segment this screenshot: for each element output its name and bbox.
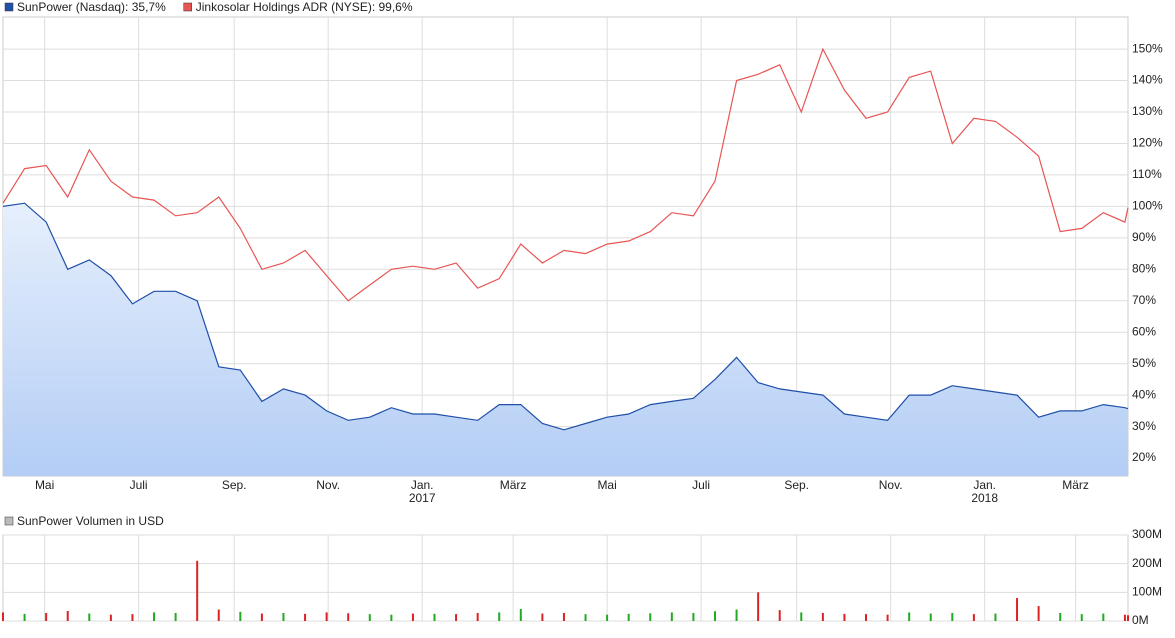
legend-swatch — [4, 2, 14, 12]
legend-label: SunPower Volumen in USD — [17, 514, 164, 528]
volume-bar — [455, 614, 458, 621]
volume-bar — [843, 613, 846, 621]
legend-label: Jinkosolar Holdings ADR (NYSE): 99,6% — [196, 0, 413, 14]
line — [2, 47, 1129, 302]
volume-bar — [1016, 598, 1019, 621]
volume-bar — [606, 614, 609, 621]
y-tick-label: 100% — [1132, 199, 1163, 213]
volume-bar — [390, 614, 393, 621]
volume-bar — [821, 612, 824, 621]
y-tick-label: 300M — [1132, 527, 1162, 541]
volume-bar — [541, 613, 544, 621]
x-tick-label: Juli — [130, 478, 148, 492]
volume-bar — [584, 614, 587, 621]
volume-bar — [153, 612, 156, 621]
volume-bar — [368, 614, 371, 621]
y-tick-label: 120% — [1132, 136, 1163, 150]
volume-bar — [778, 610, 781, 621]
volume-frame — [2, 534, 1129, 622]
y-tick-label: 80% — [1132, 261, 1156, 275]
volume-bar — [692, 612, 695, 621]
y-tick-label: 110% — [1132, 167, 1162, 181]
y-tick-label: 70% — [1132, 293, 1156, 307]
volume-bar — [282, 612, 285, 621]
volume-bar — [217, 609, 220, 621]
volume-bar — [865, 614, 868, 621]
x-tick-label: Mai — [35, 478, 54, 492]
volume-bar — [519, 608, 522, 621]
y-tick-label: 20% — [1132, 450, 1156, 464]
y-tick-label: 60% — [1132, 324, 1156, 338]
y-tick-label: 30% — [1132, 419, 1156, 433]
volume-bar — [2, 612, 4, 621]
line — [2, 202, 1129, 431]
x-tick-label: Sep. — [784, 478, 809, 492]
volume-bar — [304, 613, 307, 621]
x-year-label: 2018 — [971, 491, 998, 505]
x-year-label: 2017 — [409, 491, 436, 505]
x-tick-label: Jan. — [411, 478, 434, 492]
volume-bar — [196, 560, 199, 621]
volume-bar — [800, 612, 803, 621]
x-tick-label: Juli — [692, 478, 710, 492]
y-tick-label: 40% — [1132, 387, 1156, 401]
volume-bar — [433, 613, 436, 621]
volume-bar — [1059, 612, 1062, 621]
volume-bar — [972, 614, 975, 621]
legend-swatch — [4, 516, 14, 526]
volume-bar — [109, 614, 112, 621]
volume-bar — [1123, 614, 1126, 621]
volume-bar — [23, 613, 26, 621]
volume-bar — [347, 613, 350, 621]
y-tick-label: 0M — [1132, 613, 1149, 627]
volume-bar — [713, 611, 716, 621]
volume-bar — [411, 613, 414, 621]
volume-bar — [951, 612, 954, 621]
legend-swatch — [183, 2, 192, 12]
x-tick-label: Nov. — [316, 478, 340, 492]
volume-bar — [1037, 606, 1040, 621]
volume-bar — [1080, 614, 1083, 621]
x-tick-label: März — [500, 478, 527, 492]
volume-bar — [260, 613, 263, 621]
volume-bar — [45, 612, 48, 621]
volume-bar — [325, 612, 328, 621]
y-tick-label: 200M — [1132, 556, 1162, 570]
y-tick-label: 140% — [1132, 73, 1163, 87]
y-tick-label: 90% — [1132, 230, 1156, 244]
volume-bar — [66, 610, 69, 621]
volume-bar — [498, 612, 501, 621]
volume-bar — [908, 612, 911, 621]
volume-bar — [886, 614, 889, 621]
volume-bar — [131, 614, 134, 621]
volume-bar — [735, 609, 738, 621]
volume-bar — [757, 592, 760, 621]
volume-bar — [88, 613, 91, 621]
volume-bar — [1102, 613, 1105, 621]
volume-bar — [627, 613, 630, 621]
volume-bar — [239, 611, 242, 621]
volume-bar — [1127, 615, 1129, 621]
y-tick-label: 100M — [1132, 585, 1162, 599]
volume-bar — [476, 612, 479, 621]
area — [3, 203, 1128, 476]
volume-bar — [649, 613, 652, 621]
volume-bar — [994, 613, 997, 621]
x-tick-label: März — [1062, 478, 1089, 492]
y-tick-label: 50% — [1132, 356, 1156, 370]
x-tick-label: Sep. — [222, 478, 247, 492]
volume-bar — [929, 613, 932, 621]
volume-bar — [174, 612, 177, 621]
x-tick-label: Nov. — [879, 478, 903, 492]
volume-bar — [670, 612, 673, 621]
y-tick-label: 150% — [1132, 41, 1163, 55]
y-tick-label: 130% — [1132, 104, 1163, 118]
volume-bar — [562, 612, 565, 621]
x-tick-label: Mai — [597, 478, 616, 492]
legend-label: SunPower (Nasdaq): 35,7% — [17, 0, 166, 14]
x-tick-label: Jan. — [973, 478, 996, 492]
